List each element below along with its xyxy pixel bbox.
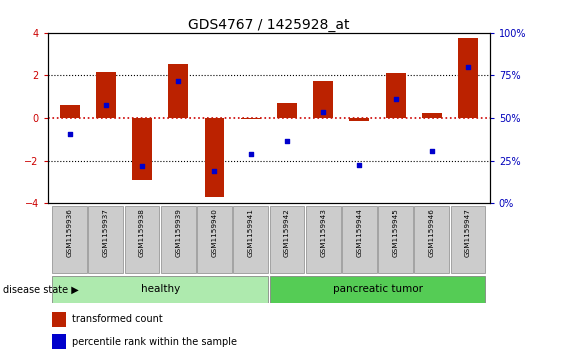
- Point: [65, 131, 74, 137]
- Bar: [52, 312, 65, 327]
- Text: pancreatic tumor: pancreatic tumor: [333, 285, 422, 294]
- Bar: [168, 64, 188, 118]
- Bar: [96, 72, 116, 118]
- Bar: [60, 105, 79, 118]
- Bar: [52, 206, 87, 273]
- Bar: [350, 118, 369, 121]
- Bar: [386, 73, 405, 118]
- Text: GSM1159947: GSM1159947: [465, 208, 471, 257]
- Text: GSM1159945: GSM1159945: [392, 208, 399, 257]
- Text: disease state ▶: disease state ▶: [3, 285, 79, 294]
- Point: [355, 162, 364, 168]
- Text: GSM1159942: GSM1159942: [284, 208, 290, 257]
- Bar: [458, 38, 478, 118]
- Text: GSM1159938: GSM1159938: [139, 208, 145, 257]
- Bar: [124, 206, 159, 273]
- Point: [319, 109, 328, 114]
- Text: GSM1159940: GSM1159940: [212, 208, 217, 257]
- Text: healthy: healthy: [141, 285, 180, 294]
- Bar: [88, 206, 123, 273]
- Bar: [161, 206, 196, 273]
- Bar: [204, 118, 225, 197]
- Bar: [270, 276, 485, 303]
- Bar: [277, 103, 297, 118]
- Title: GDS4767 / 1425928_at: GDS4767 / 1425928_at: [188, 18, 350, 32]
- Point: [174, 78, 183, 83]
- Bar: [313, 81, 333, 118]
- Bar: [414, 206, 449, 273]
- Text: GSM1159944: GSM1159944: [356, 208, 363, 257]
- Bar: [52, 334, 65, 349]
- Bar: [306, 206, 341, 273]
- Bar: [233, 206, 268, 273]
- Bar: [451, 206, 485, 273]
- Text: transformed count: transformed count: [72, 314, 163, 325]
- Bar: [52, 276, 268, 303]
- Point: [427, 148, 436, 154]
- Bar: [241, 118, 261, 119]
- Bar: [378, 206, 413, 273]
- Bar: [132, 118, 152, 180]
- Text: GSM1159939: GSM1159939: [175, 208, 181, 257]
- Bar: [270, 206, 305, 273]
- Point: [101, 102, 110, 108]
- Text: percentile rank within the sample: percentile rank within the sample: [72, 337, 237, 347]
- Bar: [197, 206, 232, 273]
- Bar: [422, 113, 442, 118]
- Point: [137, 163, 146, 169]
- Text: GSM1159937: GSM1159937: [103, 208, 109, 257]
- Point: [210, 168, 219, 174]
- Point: [391, 96, 400, 102]
- Text: GSM1159943: GSM1159943: [320, 208, 326, 257]
- Bar: [342, 206, 377, 273]
- Point: [246, 151, 255, 157]
- Text: GSM1159941: GSM1159941: [248, 208, 254, 257]
- Text: GSM1159936: GSM1159936: [66, 208, 73, 257]
- Text: GSM1159946: GSM1159946: [429, 208, 435, 257]
- Point: [283, 139, 292, 144]
- Point: [463, 64, 472, 70]
